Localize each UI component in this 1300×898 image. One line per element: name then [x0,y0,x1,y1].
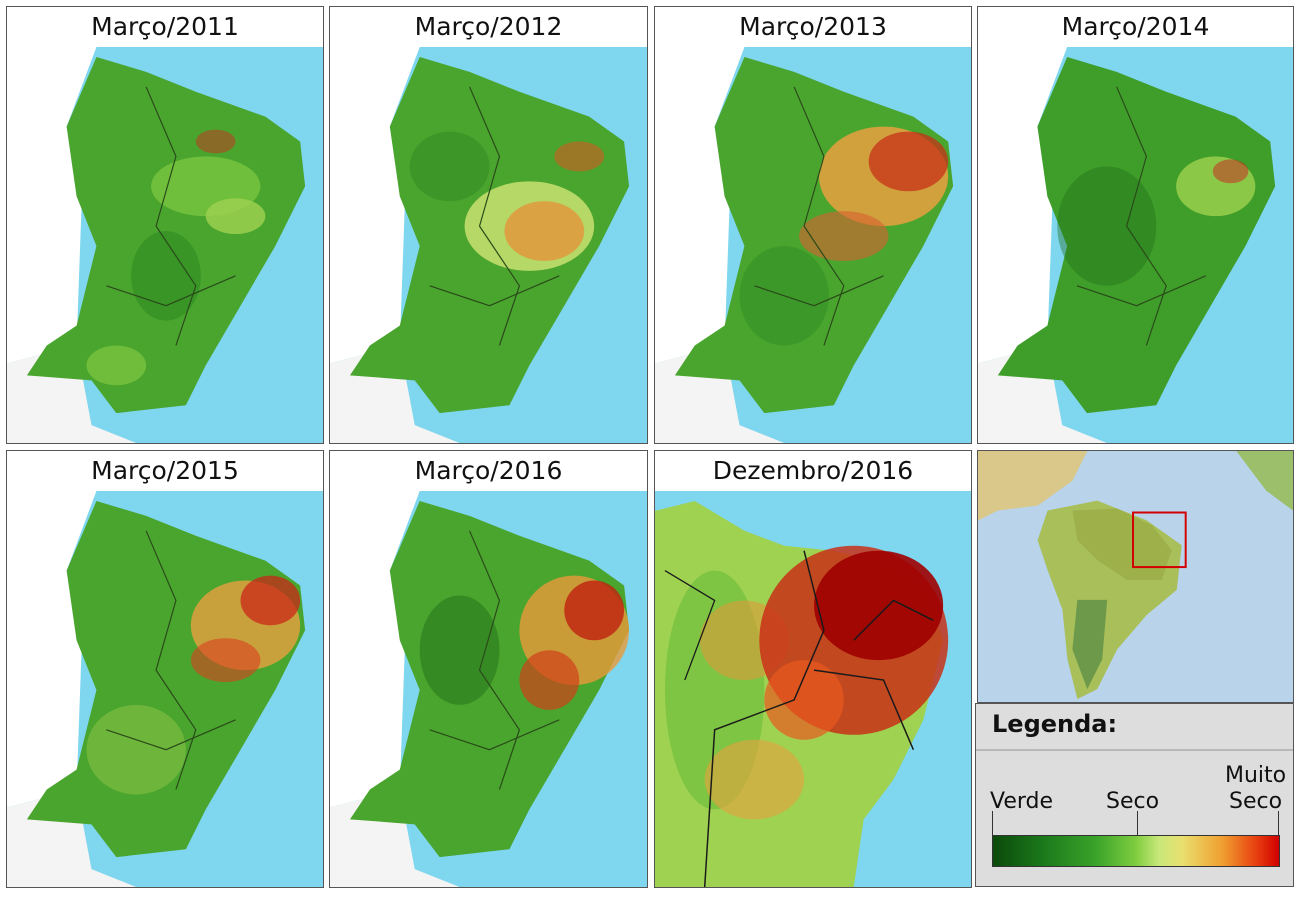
panel-title: Março/2015 [7,451,323,492]
legend-label-verde: Verde [990,789,1054,814]
legend-label-seco: Seco [1106,789,1160,814]
northeast-brazil-map [7,491,323,887]
legend-title: Legenda: [992,710,1118,738]
legend-label-muito: Muito [1225,763,1287,788]
map-panel-dec-2016: Dezembro/2016 [654,450,972,888]
legend: Legenda: Verde Seco Muito Seco [975,703,1294,887]
map-panel-2015: Março/2015 [6,450,324,888]
panel-title: Março/2011 [7,7,323,48]
legend-label-muito-seco: Seco [1229,789,1283,814]
south-america-locator-map [977,450,1294,703]
legend-divider [976,749,1293,751]
focus-area-marker [1132,511,1187,569]
map-panel-2016: Março/2016 [329,450,648,888]
northeast-brazil-map [330,491,647,887]
panel-title: Março/2013 [655,7,971,48]
map-panel-2014: Março/2014 [977,6,1294,444]
map-panel-2011: Março/2011 [6,6,324,444]
northeast-brazil-map [978,47,1293,443]
northeast-brazil-map [655,47,971,443]
panel-title: Março/2016 [330,451,647,492]
panel-title: Março/2012 [330,7,647,48]
panel-title: Março/2014 [978,7,1293,48]
panel-title: Dezembro/2016 [655,451,971,492]
dryness-color-scale [992,835,1280,867]
northeast-brazil-map [330,47,647,443]
northeast-brazil-zoomed-map [655,491,971,887]
northeast-brazil-map [7,47,323,443]
map-panel-2012: Março/2012 [329,6,648,444]
map-panel-2013: Março/2013 [654,6,972,444]
